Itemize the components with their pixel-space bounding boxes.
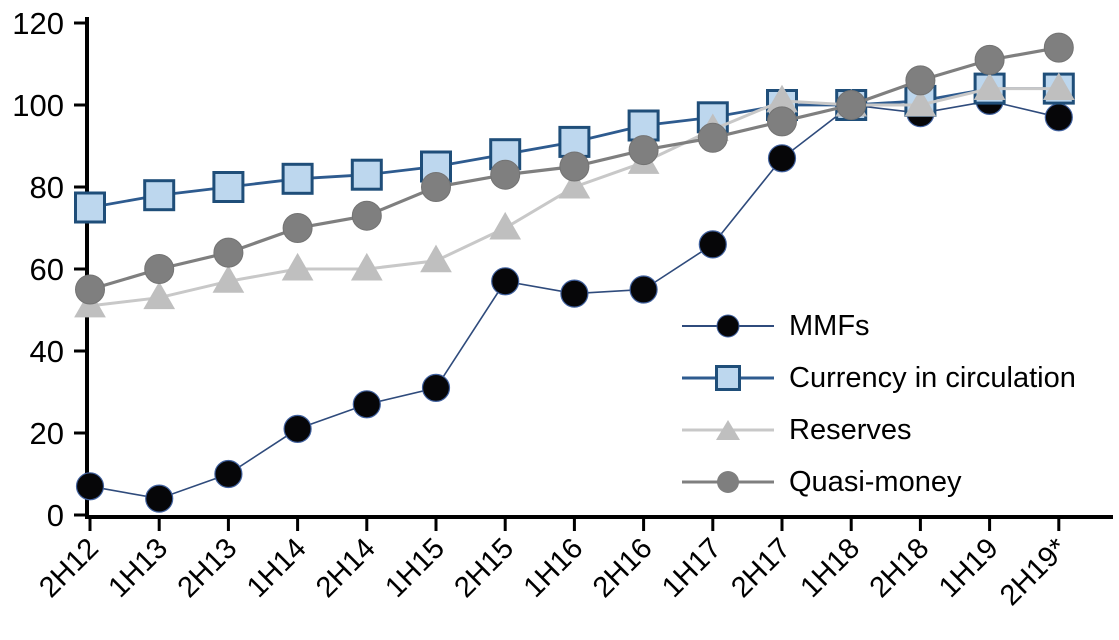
- x-axis-tick-label: 1H15: [379, 532, 451, 604]
- legend-item-mmfs: MMFs: [682, 308, 1076, 344]
- mmfs-legend-marker-icon: [682, 308, 774, 344]
- x-axis-tick-label: 1H16: [518, 532, 590, 604]
- x-axis-tick-label: 1H17: [656, 532, 728, 604]
- y-axis-tick-label: 0: [47, 498, 64, 533]
- y-axis-tick-label: 20: [30, 416, 64, 451]
- series-0-marker: [560, 279, 589, 308]
- series-3-marker: [767, 106, 797, 137]
- series-2-marker: [281, 252, 314, 281]
- series-1-marker: [281, 162, 314, 195]
- x-axis-tick-label: 2H19*: [994, 532, 1074, 612]
- x-axis-tick-label: 2H14: [310, 532, 382, 604]
- currency-legend-marker-icon: [682, 360, 774, 396]
- series-3-marker: [1043, 32, 1074, 63]
- x-axis-tick-label: 2H13: [172, 532, 244, 604]
- series-3-marker: [490, 159, 521, 190]
- series-2-marker: [904, 88, 937, 117]
- legend-item-quasi-money: Quasi-money: [682, 464, 1076, 500]
- quasi-money-legend-marker-icon: [682, 464, 774, 500]
- series-2-marker: [143, 281, 176, 310]
- series-0-marker: [1044, 103, 1073, 132]
- series-3-marker: [421, 172, 451, 202]
- x-axis-tick-label: 2H15: [448, 532, 520, 604]
- x-axis-tick-label: 2H16: [587, 532, 659, 604]
- series-3-marker: [559, 151, 590, 182]
- x-axis-tick-label: 2H17: [725, 532, 797, 604]
- x-axis-tick-label: 1H18: [794, 532, 866, 604]
- series-3-marker: [144, 254, 175, 284]
- series-3-marker: [628, 135, 659, 166]
- reserves-legend-marker-icon: [682, 412, 774, 448]
- series-0-marker: [214, 459, 243, 489]
- series-2-marker: [558, 170, 591, 199]
- series-3-marker: [75, 274, 105, 305]
- x-axis-tick-label: 2H18: [864, 532, 936, 604]
- series-2-marker: [350, 252, 383, 281]
- y-axis-tick-label: 100: [12, 88, 64, 123]
- series-0-marker: [352, 390, 381, 419]
- series-1-marker: [350, 158, 383, 191]
- y-axis-tick-label: 80: [30, 170, 64, 205]
- legend: MMFs Currency in circulation Reserves Qu…: [682, 308, 1076, 500]
- x-axis-tick-label: 1H14: [241, 532, 313, 604]
- series-0-marker: [75, 472, 105, 501]
- y-axis-tick-label: 60: [30, 252, 64, 287]
- series-2-marker: [973, 72, 1006, 101]
- series-2-marker: [489, 211, 522, 240]
- legend-label-quasi-money: Quasi-money: [789, 466, 962, 498]
- series-3-marker: [351, 200, 382, 231]
- legend-label-currency: Currency in circulation: [789, 362, 1076, 394]
- series-2-marker: [420, 244, 452, 273]
- series-1-marker: [212, 171, 245, 203]
- y-axis-tick-label: 120: [12, 6, 64, 41]
- series-3-marker: [905, 65, 936, 96]
- x-axis-tick-label: 1H13: [102, 532, 174, 604]
- series-2-marker: [212, 265, 245, 293]
- series-3-marker: [697, 122, 728, 153]
- series-1-marker: [143, 179, 176, 212]
- y-axis-tick-label: 40: [30, 334, 64, 369]
- series-2-marker: [1042, 72, 1075, 101]
- series-0-marker: [283, 414, 312, 443]
- series-3-marker: [282, 213, 313, 243]
- legend-label-mmfs: MMFs: [789, 310, 870, 342]
- series-0-marker: [767, 144, 797, 173]
- series-3-marker: [974, 44, 1005, 75]
- series-0-marker: [421, 373, 451, 402]
- series-1-marker: [74, 191, 106, 224]
- series-0-marker: [145, 484, 174, 513]
- legend-item-reserves: Reserves: [682, 412, 1076, 448]
- series-0-marker: [698, 230, 727, 259]
- x-axis-tick-label: 1H19: [933, 532, 1005, 604]
- series-3-marker: [836, 90, 867, 120]
- x-axis-tick-label: 2H12: [33, 532, 105, 604]
- series-3-marker: [213, 237, 244, 268]
- series-0-marker: [491, 267, 520, 296]
- legend-label-reserves: Reserves: [789, 414, 912, 446]
- legend-item-currency: Currency in circulation: [682, 360, 1076, 396]
- series-0-marker: [629, 275, 658, 304]
